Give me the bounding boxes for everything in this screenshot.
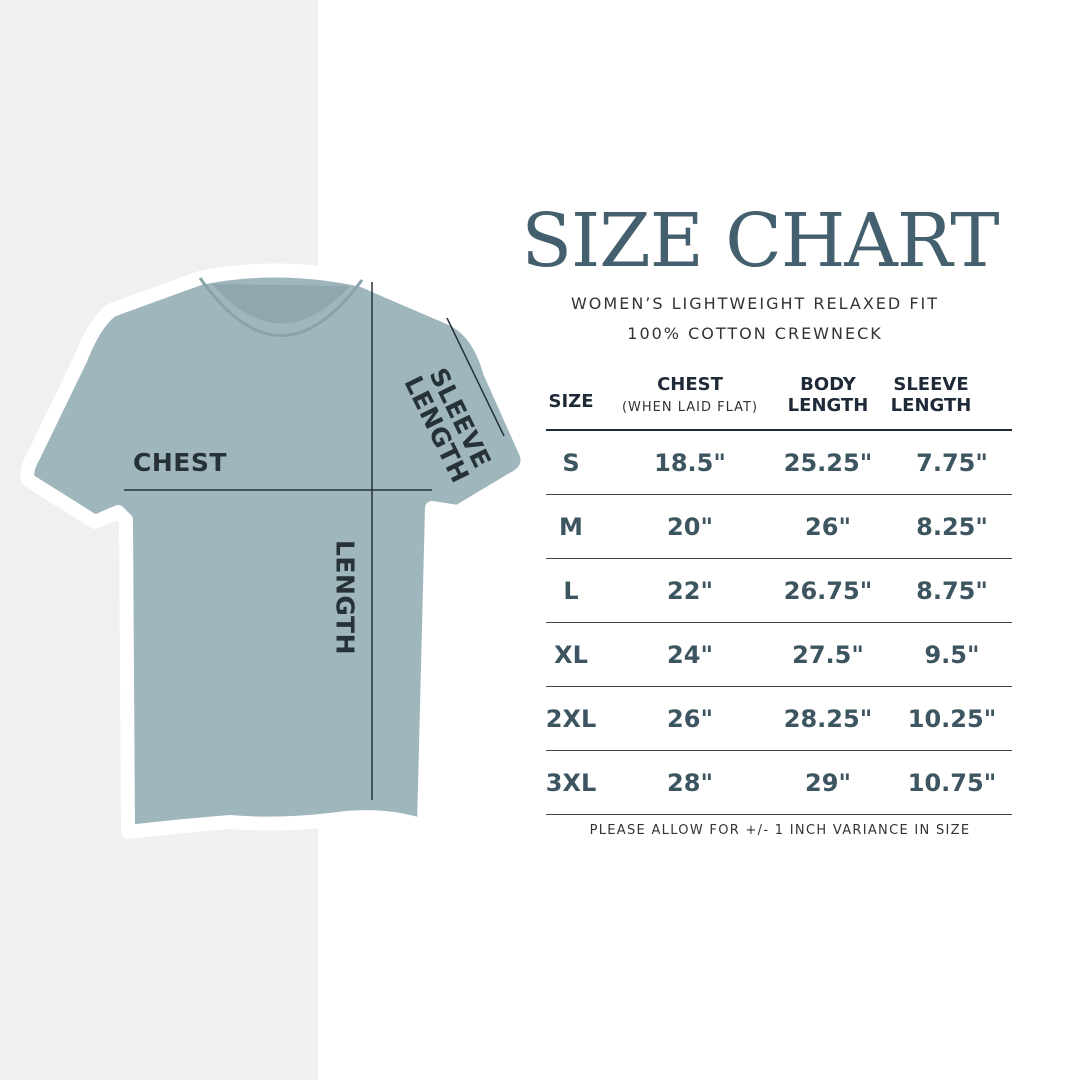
tshirt-collar-inner — [212, 284, 350, 324]
table-row: S 18.5" 25.25" 7.75" — [540, 431, 1020, 495]
cell-sleeve: 8.25" — [916, 513, 988, 541]
sleeve-measure-line — [446, 317, 505, 437]
header-chest-label: CHEST — [657, 374, 723, 395]
cell-sleeve: 7.75" — [916, 449, 988, 477]
cell-chest: 26" — [667, 705, 713, 733]
cell-body: 27.5" — [792, 641, 864, 669]
header-chest-note: (WHEN LAID FLAT) — [621, 400, 759, 415]
header-sleeve-line1: SLEEVE — [893, 374, 969, 395]
table-row: L 22" 26.75" 8.75" — [540, 559, 1020, 623]
table-row: 3XL 28" 29" 10.75" — [540, 751, 1020, 815]
cell-chest: 20" — [667, 513, 713, 541]
table-row: 2XL 26" 28.25" 10.25" — [540, 687, 1020, 751]
cell-sleeve: 8.75" — [916, 577, 988, 605]
cell-body: 25.25" — [783, 449, 873, 477]
cell-body: 28.25" — [783, 705, 873, 733]
cell-chest: 28" — [667, 769, 713, 797]
row-divider — [546, 494, 1012, 495]
page-title: SIZE CHART — [521, 198, 999, 284]
variance-note: PLEASE ALLOW FOR +/- 1 INCH VARIANCE IN … — [589, 823, 971, 838]
subtitle-line1: WOMEN’S LIGHTWEIGHT RELAXED FIT — [570, 294, 940, 313]
header-size: SIZE — [548, 391, 594, 412]
header-body-line2: LENGTH — [787, 395, 869, 416]
cell-size: 3XL — [545, 769, 597, 797]
tshirt-collar — [198, 277, 364, 337]
cell-chest: 22" — [667, 577, 713, 605]
row-divider — [546, 814, 1012, 815]
header-body-length: BODY LENGTH — [768, 374, 888, 416]
row-divider — [546, 558, 1012, 559]
cell-size: L — [563, 577, 579, 605]
cell-chest: 18.5" — [654, 449, 726, 477]
cell-size: S — [562, 449, 580, 477]
subtitle-line2: 100% COTTON CREWNECK — [627, 324, 883, 343]
table-row: M 20" 26" 8.25" — [540, 495, 1020, 559]
chest-label: CHEST — [133, 448, 227, 477]
header-sleeve-line2: LENGTH — [890, 395, 972, 416]
cell-body: 26" — [805, 513, 851, 541]
cell-size: 2XL — [545, 705, 597, 733]
length-label: LENGTH — [330, 540, 360, 655]
row-divider — [546, 622, 1012, 623]
cell-size: M — [559, 513, 583, 541]
cell-sleeve: 10.75" — [907, 769, 997, 797]
header-body-line1: BODY — [800, 374, 856, 395]
row-divider — [546, 686, 1012, 687]
cell-size: XL — [554, 641, 588, 669]
header-divider — [546, 429, 1012, 431]
header-chest: CHEST (WHEN LAID FLAT) — [600, 374, 780, 418]
header-sleeve-length: SLEEVE LENGTH — [871, 374, 991, 416]
cell-chest: 24" — [667, 641, 713, 669]
cell-body: 29" — [805, 769, 851, 797]
cell-body: 26.75" — [783, 577, 873, 605]
cell-sleeve: 10.25" — [907, 705, 997, 733]
tshirt-shape — [20, 263, 535, 839]
cell-sleeve: 9.5" — [924, 641, 980, 669]
row-divider — [546, 750, 1012, 751]
tshirt-diagram — [20, 263, 535, 839]
table-row: XL 24" 27.5" 9.5" — [540, 623, 1020, 687]
